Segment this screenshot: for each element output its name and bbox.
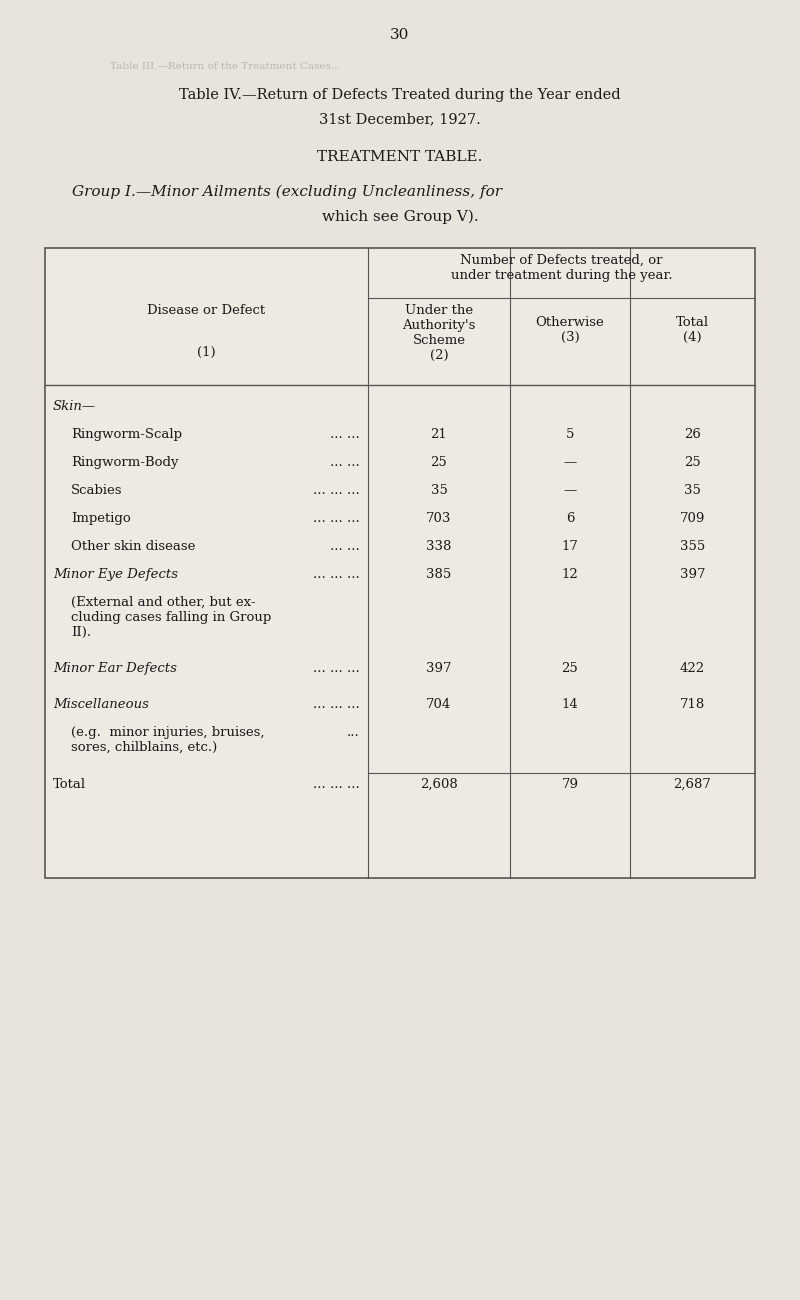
- Text: Table III.—Return of the Treatment Cases...: Table III.—Return of the Treatment Cases…: [110, 62, 341, 72]
- Text: TREATMENT TABLE.: TREATMENT TABLE.: [318, 150, 482, 164]
- Text: Under the
Authority's
Scheme
(2): Under the Authority's Scheme (2): [402, 304, 476, 361]
- Text: Minor Eye Defects: Minor Eye Defects: [53, 568, 178, 581]
- Text: 26: 26: [684, 428, 701, 441]
- Text: Disease or Defect: Disease or Defect: [147, 304, 266, 317]
- Text: 12: 12: [562, 568, 578, 581]
- Text: Impetigo: Impetigo: [71, 512, 130, 525]
- Text: 30: 30: [390, 29, 410, 42]
- Text: —: —: [563, 456, 577, 469]
- Text: 17: 17: [562, 540, 578, 552]
- Text: ... ... ...: ... ... ...: [314, 568, 360, 581]
- Text: ... ...: ... ...: [330, 456, 360, 469]
- Text: 704: 704: [426, 698, 452, 711]
- Text: Ringworm-Body: Ringworm-Body: [71, 456, 178, 469]
- Text: 31st December, 1927.: 31st December, 1927.: [319, 112, 481, 126]
- Text: 79: 79: [562, 777, 578, 790]
- Text: 14: 14: [562, 698, 578, 711]
- Text: 21: 21: [430, 428, 447, 441]
- Text: Total
(4): Total (4): [676, 316, 709, 344]
- Text: Table IV.—Return of Defects Treated during the Year ended: Table IV.—Return of Defects Treated duri…: [179, 88, 621, 101]
- Text: 397: 397: [680, 568, 706, 581]
- Text: ... ... ...: ... ... ...: [314, 698, 360, 711]
- Text: (e.g.  minor injuries, bruises,
sores, chilblains, etc.): (e.g. minor injuries, bruises, sores, ch…: [71, 725, 265, 754]
- Text: 338: 338: [426, 540, 452, 552]
- Text: Otherwise
(3): Otherwise (3): [536, 316, 604, 344]
- Text: Other skin disease: Other skin disease: [71, 540, 195, 552]
- Text: 703: 703: [426, 512, 452, 525]
- Text: 25: 25: [430, 456, 447, 469]
- Text: 25: 25: [562, 662, 578, 675]
- Text: (1): (1): [197, 346, 216, 359]
- Text: ... ...: ... ...: [330, 428, 360, 441]
- Text: Group I.—Minor Ailments (excluding Uncleanliness, for: Group I.—Minor Ailments (excluding Uncle…: [72, 185, 502, 199]
- Text: ...: ...: [347, 725, 360, 738]
- Text: Minor Ear Defects: Minor Ear Defects: [53, 662, 177, 675]
- Text: 35: 35: [684, 484, 701, 497]
- Text: 385: 385: [426, 568, 452, 581]
- Text: Number of Defects treated, or
under treatment during the year.: Number of Defects treated, or under trea…: [450, 254, 672, 282]
- Text: —: —: [563, 484, 577, 497]
- Text: Skin—: Skin—: [53, 400, 96, 413]
- Text: ... ... ...: ... ... ...: [314, 662, 360, 675]
- Text: 35: 35: [430, 484, 447, 497]
- Text: Scabies: Scabies: [71, 484, 122, 497]
- Text: ... ...: ... ...: [330, 540, 360, 552]
- Text: 397: 397: [426, 662, 452, 675]
- Text: 5: 5: [566, 428, 574, 441]
- Text: 355: 355: [680, 540, 705, 552]
- Text: ... ... ...: ... ... ...: [314, 512, 360, 525]
- Text: 718: 718: [680, 698, 705, 711]
- Text: Ringworm-Scalp: Ringworm-Scalp: [71, 428, 182, 441]
- Text: 2,608: 2,608: [420, 777, 458, 790]
- Text: 422: 422: [680, 662, 705, 675]
- Text: Total: Total: [53, 777, 86, 790]
- Text: (External and other, but ex-
cluding cases falling in Group
II).: (External and other, but ex- cluding cas…: [71, 595, 271, 640]
- Text: ... ... ...: ... ... ...: [314, 484, 360, 497]
- Text: 2,687: 2,687: [674, 777, 711, 790]
- Text: 6: 6: [566, 512, 574, 525]
- Text: Miscellaneous: Miscellaneous: [53, 698, 149, 711]
- Text: which see Group V).: which see Group V).: [322, 211, 478, 225]
- Text: ... ... ...: ... ... ...: [314, 777, 360, 790]
- Text: 25: 25: [684, 456, 701, 469]
- Text: 709: 709: [680, 512, 705, 525]
